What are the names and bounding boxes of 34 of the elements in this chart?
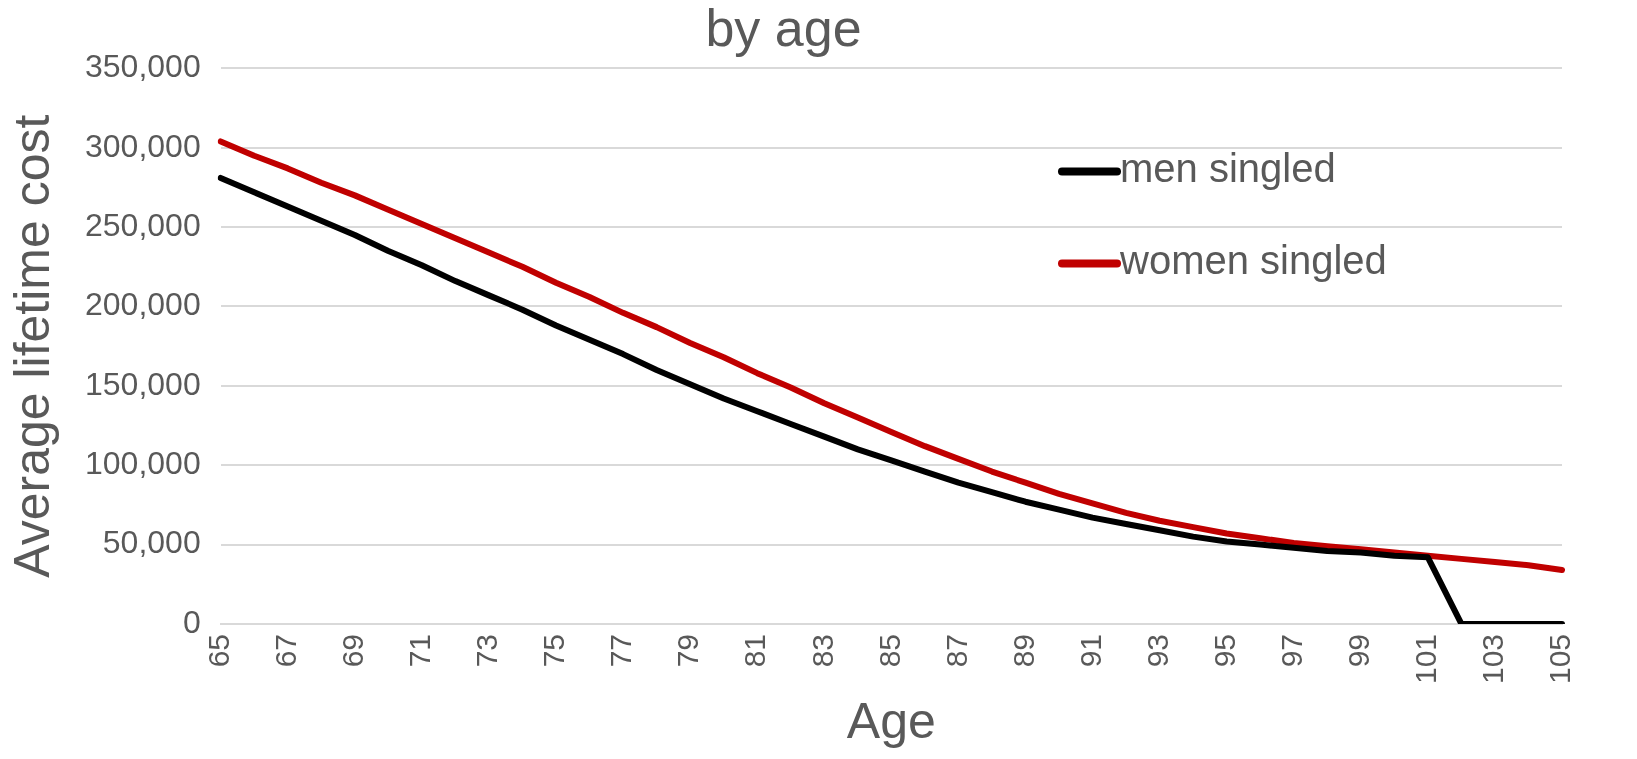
x-tick-label: 71 (403, 633, 437, 668)
y-tick-label: 300,000 (85, 127, 201, 164)
x-tick-label: 69 (336, 633, 370, 668)
x-tick-label: 95 (1207, 633, 1241, 668)
x-tick-label: 93 (1140, 633, 1174, 668)
x-tick-label: 85 (872, 633, 906, 668)
y-tick-label: 50,000 (102, 524, 201, 561)
y-tick-label: 0 (182, 603, 201, 640)
x-tick-label: 67 (269, 633, 302, 668)
x-tick-label: 89 (1006, 633, 1040, 668)
y-tick-label: 100,000 (85, 445, 201, 482)
x-tick-label: 105 (1543, 633, 1577, 685)
x-tick-label: 91 (1073, 633, 1107, 668)
y-tick-label: 200,000 (85, 286, 201, 323)
x-tick-label: 65 (201, 633, 235, 668)
chart-title: by age (705, 0, 862, 57)
x-tick-label: 101 (1409, 633, 1443, 685)
x-tick-label: 97 (1275, 633, 1308, 668)
x-tick-label: 73 (470, 633, 504, 668)
y-tick-label: 150,000 (85, 365, 201, 402)
x-tick-label: 99 (1342, 633, 1376, 668)
x-tick-label: 83 (805, 633, 839, 668)
y-axis-title: Average lifetime cost (3, 114, 60, 578)
x-axis-title: Age (846, 692, 936, 749)
x-tick-label: 77 (604, 633, 638, 668)
x-tick-label: 103 (1476, 633, 1510, 685)
x-tick-label: 75 (537, 633, 571, 668)
x-tick-label: 79 (671, 633, 705, 668)
x-tick-label: 81 (738, 633, 772, 668)
y-tick-label: 350,000 (85, 48, 201, 85)
x-tick-label: 87 (939, 633, 973, 668)
legend-label: men singled (1120, 146, 1336, 191)
legend-label: women singled (1119, 238, 1387, 283)
y-tick-label: 250,000 (85, 206, 201, 243)
